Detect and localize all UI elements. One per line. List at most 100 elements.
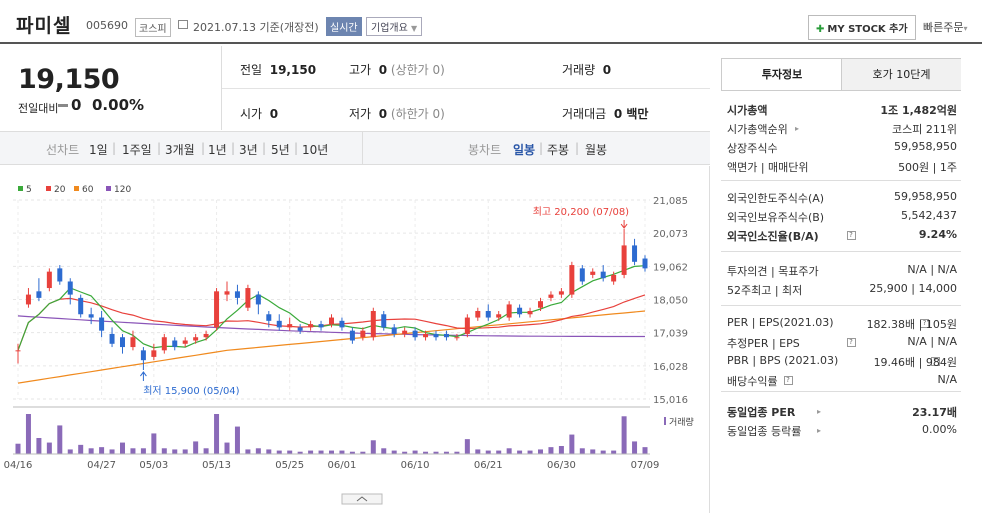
volume-bar: [224, 442, 230, 454]
info-label: 외국인한도주식수(A): [727, 192, 825, 205]
candle-body: [287, 324, 293, 328]
candle-body: [339, 320, 345, 328]
info-row: 상장주식수 59,958,950: [727, 140, 957, 156]
info-value: 25,900 | 14,000: [869, 282, 957, 295]
volume-bar: [433, 451, 439, 454]
info-value: N/A | N/A: [907, 263, 957, 276]
info-label: 시가총액순위: [727, 123, 788, 136]
info-value: 1조 1,482억원: [880, 104, 957, 117]
realtime-button[interactable]: 실시간: [326, 17, 362, 36]
info-value: 19.46배 | 984원: [873, 356, 957, 369]
candle-body: [140, 350, 146, 361]
chevron-right-icon[interactable]: ▸: [817, 407, 822, 416]
volume-bar: [391, 450, 397, 454]
info-label: 52주최고 | 최저: [727, 284, 803, 297]
help-icon[interactable]: ?: [846, 338, 856, 347]
period-1d[interactable]: 1일: [89, 143, 108, 157]
help-icon[interactable]: ?: [930, 357, 940, 366]
separator: |: [294, 141, 299, 155]
period-3y[interactable]: 3년: [239, 143, 258, 157]
candle-body: [172, 340, 178, 348]
info-label: 외국인보유주식수(B): [727, 211, 825, 224]
x-tick-label: 06/01: [328, 460, 357, 471]
amount-label: 거래대금: [562, 107, 607, 121]
candlestick-chart: 21,085 20,073 19,062 18,050 17,039 16,028 15,0…: [4, 185, 694, 505]
chevron-up-icon: [356, 496, 368, 502]
candle-body: [88, 314, 94, 318]
volume-bar: [245, 449, 251, 454]
volume-bar: [381, 448, 387, 454]
help-icon[interactable]: ?: [920, 319, 929, 328]
candle-body: [569, 265, 575, 295]
period-3m[interactable]: 3개월: [165, 143, 195, 157]
info-label: 외국인소진율(B/A): [727, 230, 819, 243]
info-divider: [721, 251, 961, 252]
legend-swatch: [74, 186, 79, 191]
add-my-stock-button[interactable]: ✚ MY STOCK 추가: [808, 15, 916, 40]
volume-bar: [538, 449, 543, 454]
candle-weekly[interactable]: 주봉: [547, 143, 570, 157]
info-divider: [721, 391, 961, 392]
candle-body: [381, 314, 387, 328]
line-chart-label: 선차트: [46, 143, 80, 157]
volume-bar: [464, 439, 470, 454]
info-label: 동일업종 PER: [727, 406, 796, 419]
period-10y[interactable]: 10년: [302, 143, 329, 157]
candle-body: [318, 324, 324, 328]
info-label: 액면가 | 매매단위: [727, 161, 809, 174]
legend-label: 120: [114, 185, 131, 195]
candle-body: [412, 330, 418, 338]
candle-body: [621, 245, 627, 275]
period-5y[interactable]: 5년: [271, 143, 290, 157]
volume-bar: [57, 425, 63, 454]
x-tick-label: 05/13: [202, 460, 231, 471]
volume-bar: [600, 450, 606, 454]
prev-close: 전일 19,150: [240, 61, 316, 78]
info-value: 5,542,437: [901, 209, 957, 222]
candle-body: [600, 271, 606, 279]
open-label: 시가: [240, 107, 263, 121]
collapse-chart-button[interactable]: [341, 493, 383, 505]
chevron-right-icon[interactable]: ▸: [795, 124, 800, 133]
help-icon[interactable]: ?: [783, 376, 793, 385]
candle-body: [36, 291, 42, 298]
period-1y[interactable]: 1년: [208, 143, 227, 157]
low-annotation: 최저 15,900 (05/04): [143, 385, 239, 397]
info-row: 52주최고 | 최저 25,900 | 14,000: [727, 282, 957, 298]
candle-monthly[interactable]: 월봉: [585, 143, 608, 157]
chevron-down-icon: ▼: [411, 24, 418, 33]
candle-body: [349, 330, 355, 341]
volume-bar: [255, 448, 261, 454]
candle-body: [151, 350, 157, 357]
volume-bar: [193, 441, 199, 454]
x-tick-label: 04/27: [87, 460, 116, 471]
volume-bar: [172, 449, 178, 454]
low-value: 0: [378, 107, 388, 121]
plus-icon: ✚: [816, 24, 825, 35]
chevron-right-icon[interactable]: ▸: [817, 426, 822, 435]
legend-swatch: [46, 186, 51, 191]
help-icon[interactable]: ?: [846, 231, 856, 240]
volume-bar: [234, 426, 240, 454]
info-label: 추정PER | EPS: [727, 337, 800, 350]
prev-close-value: 19,150: [269, 63, 317, 77]
x-tick-label: 06/30: [547, 460, 576, 471]
market-badge: 코스피: [135, 18, 171, 37]
flat-change-icon: [58, 104, 68, 107]
volume-bar: [151, 433, 157, 454]
tab-order-book[interactable]: 호가 10단계: [841, 59, 961, 90]
tab-investment-info[interactable]: 투자정보: [722, 59, 842, 90]
chart-toolbar: 선차트 1일 | 1주일 | 3개월 | 1년 | 3년 | 5년 | 10년 …: [0, 131, 710, 165]
company-overview-dropdown[interactable]: 기업개요 ▼: [366, 17, 423, 36]
separator: |: [157, 141, 162, 155]
period-1w[interactable]: 1주일: [122, 143, 152, 157]
volume-legend-swatch: [664, 417, 666, 425]
candle-daily[interactable]: 일봉: [513, 143, 536, 157]
high-value: 0: [378, 63, 388, 77]
quick-order-dropdown[interactable]: 빠른주문▾: [923, 19, 968, 35]
change-label: 전일대비: [18, 102, 59, 115]
info-label: 동일업종 등락률: [727, 425, 802, 438]
candle-body: [548, 294, 554, 298]
toolbar-divider: [362, 132, 363, 164]
candle-body: [203, 333, 209, 338]
